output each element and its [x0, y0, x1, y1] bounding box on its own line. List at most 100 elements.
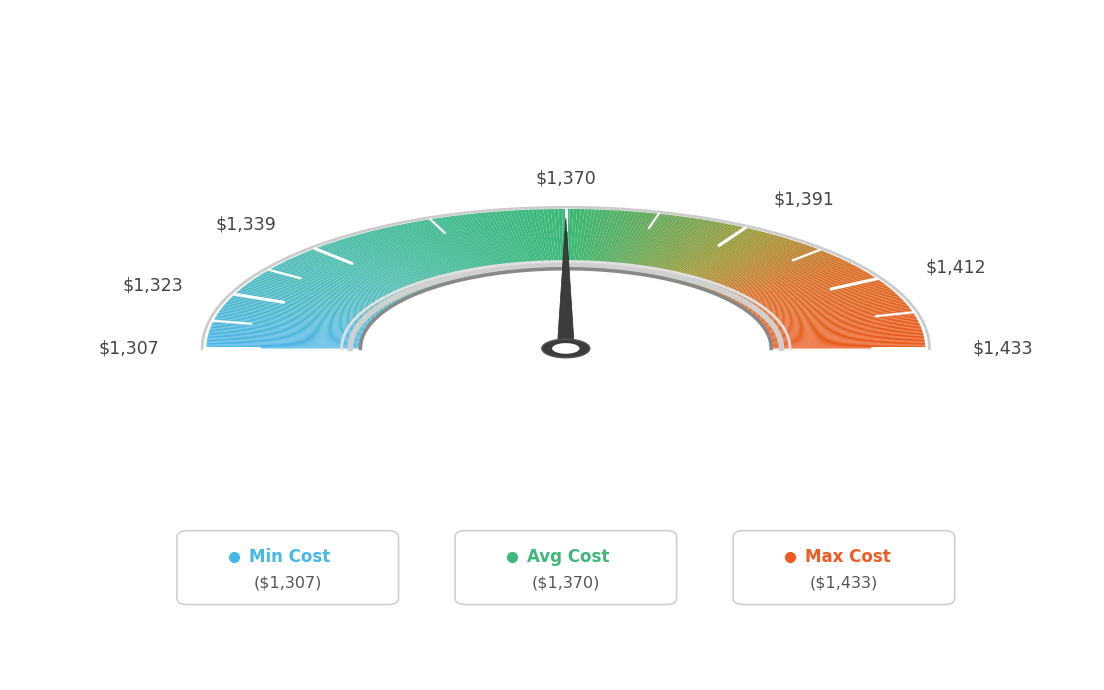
Polygon shape: [765, 315, 915, 331]
Polygon shape: [769, 333, 923, 340]
Polygon shape: [510, 210, 535, 270]
Polygon shape: [373, 230, 457, 281]
Polygon shape: [769, 328, 922, 337]
Polygon shape: [461, 215, 509, 272]
Text: $1,391: $1,391: [773, 191, 835, 209]
Polygon shape: [364, 233, 453, 282]
Polygon shape: [322, 245, 428, 290]
Polygon shape: [393, 226, 469, 279]
Polygon shape: [495, 211, 528, 270]
Polygon shape: [601, 211, 629, 270]
Polygon shape: [613, 213, 651, 271]
FancyBboxPatch shape: [177, 531, 399, 604]
Polygon shape: [477, 213, 517, 271]
Polygon shape: [608, 212, 645, 270]
Polygon shape: [210, 328, 362, 337]
Polygon shape: [229, 299, 374, 321]
Polygon shape: [771, 338, 924, 344]
Polygon shape: [360, 269, 771, 348]
Polygon shape: [219, 311, 368, 328]
Polygon shape: [760, 302, 905, 322]
Polygon shape: [212, 322, 364, 335]
Polygon shape: [241, 288, 381, 315]
Polygon shape: [753, 290, 894, 316]
Polygon shape: [231, 297, 375, 320]
Polygon shape: [634, 217, 688, 273]
Text: $1,370: $1,370: [535, 170, 596, 188]
Polygon shape: [224, 304, 371, 324]
Polygon shape: [491, 212, 526, 270]
Polygon shape: [431, 219, 490, 275]
Polygon shape: [265, 271, 395, 305]
Polygon shape: [769, 331, 923, 339]
Polygon shape: [570, 209, 577, 269]
Polygon shape: [771, 341, 925, 345]
Polygon shape: [766, 319, 919, 333]
Polygon shape: [733, 268, 861, 303]
Polygon shape: [721, 257, 840, 297]
Polygon shape: [208, 335, 361, 342]
Polygon shape: [521, 210, 542, 269]
Polygon shape: [678, 231, 765, 282]
Polygon shape: [266, 270, 396, 304]
Polygon shape: [565, 209, 570, 269]
Polygon shape: [270, 268, 399, 303]
Polygon shape: [583, 210, 599, 269]
Polygon shape: [502, 211, 531, 270]
Polygon shape: [576, 209, 588, 269]
Polygon shape: [771, 347, 925, 348]
Polygon shape: [410, 222, 478, 277]
Polygon shape: [250, 282, 386, 310]
Polygon shape: [672, 229, 755, 281]
Polygon shape: [651, 221, 719, 276]
Polygon shape: [261, 274, 392, 306]
Polygon shape: [209, 331, 362, 339]
Polygon shape: [719, 255, 836, 296]
Polygon shape: [711, 250, 822, 293]
Polygon shape: [440, 217, 496, 274]
Polygon shape: [217, 313, 368, 328]
Polygon shape: [234, 293, 378, 317]
Polygon shape: [383, 228, 464, 280]
FancyBboxPatch shape: [733, 531, 955, 604]
Polygon shape: [647, 220, 712, 275]
Polygon shape: [206, 346, 361, 348]
Polygon shape: [617, 213, 659, 271]
Polygon shape: [760, 303, 906, 323]
Polygon shape: [749, 285, 888, 313]
Polygon shape: [212, 324, 363, 335]
Polygon shape: [771, 335, 924, 342]
Polygon shape: [732, 266, 859, 302]
Polygon shape: [452, 216, 502, 273]
Polygon shape: [726, 262, 850, 299]
Polygon shape: [692, 238, 789, 286]
Polygon shape: [697, 241, 798, 288]
Polygon shape: [768, 326, 922, 337]
Polygon shape: [434, 218, 492, 275]
Polygon shape: [766, 318, 917, 332]
Polygon shape: [301, 253, 416, 295]
Polygon shape: [761, 304, 907, 324]
Polygon shape: [675, 230, 758, 281]
Text: $1,412: $1,412: [925, 259, 986, 277]
Polygon shape: [263, 273, 394, 306]
Polygon shape: [688, 237, 783, 285]
Polygon shape: [299, 254, 415, 295]
Polygon shape: [771, 343, 925, 346]
Polygon shape: [420, 220, 485, 275]
Polygon shape: [587, 210, 607, 269]
Polygon shape: [766, 317, 916, 331]
Polygon shape: [769, 330, 922, 339]
Polygon shape: [644, 219, 705, 275]
Polygon shape: [708, 248, 817, 291]
Polygon shape: [396, 225, 470, 278]
Polygon shape: [406, 223, 477, 277]
Polygon shape: [753, 292, 895, 317]
Polygon shape: [670, 228, 752, 280]
Polygon shape: [466, 214, 510, 272]
Polygon shape: [768, 324, 920, 335]
Polygon shape: [236, 292, 379, 317]
Polygon shape: [225, 303, 372, 323]
Polygon shape: [367, 231, 454, 282]
Polygon shape: [659, 224, 732, 278]
